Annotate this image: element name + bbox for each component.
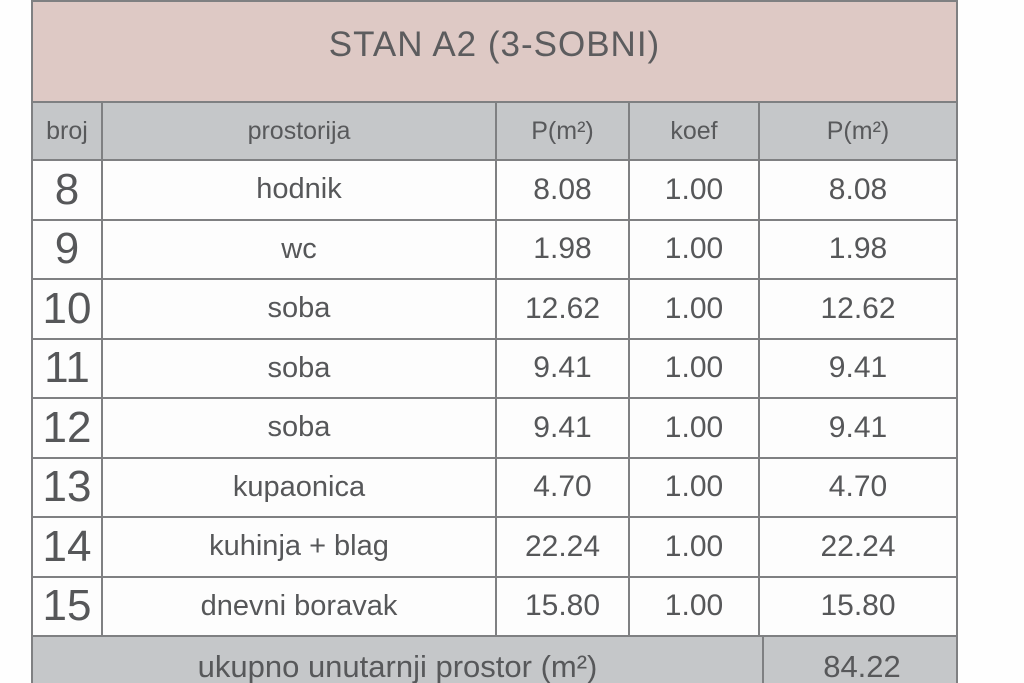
column-header-prostorija: prostorija — [101, 103, 495, 159]
cell-room: soba — [101, 339, 495, 397]
cell-area: 12.62 — [495, 280, 628, 338]
table-header-row: broj prostorija P(m²) koef P(m²) — [33, 103, 956, 161]
cell-number: 13 — [42, 462, 92, 512]
cell-area: 1.98 — [495, 220, 628, 278]
cell-koef: 1.00 — [628, 339, 758, 397]
column-header-broj: broj — [46, 116, 88, 145]
cell-area-koef: 9.41 — [758, 339, 956, 397]
cell-area: 15.80 — [495, 577, 628, 635]
cell-area: 8.08 — [495, 161, 628, 219]
cell-room: hodnik — [101, 161, 495, 219]
table-row: 8 hodnik 8.08 1.00 8.08 — [33, 161, 956, 221]
table-row: 12 soba 9.41 1.00 9.41 — [33, 399, 956, 459]
cell-area-koef: 22.24 — [758, 518, 956, 576]
table-title: STAN A2 (3-SOBNI) — [33, 2, 956, 103]
cell-koef: 1.00 — [628, 577, 758, 635]
cell-koef: 1.00 — [628, 220, 758, 278]
cell-area-koef: 1.98 — [758, 220, 956, 278]
cell-room: kupaonica — [101, 458, 495, 516]
cell-number: 15 — [42, 581, 92, 631]
cell-number: 9 — [54, 224, 80, 274]
cell-number: 12 — [42, 402, 92, 452]
cell-koef: 1.00 — [628, 161, 758, 219]
cell-koef: 1.00 — [628, 280, 758, 338]
apartment-area-table: STAN A2 (3-SOBNI) broj prostorija P(m²) … — [31, 0, 958, 683]
cell-koef: 1.00 — [628, 518, 758, 576]
table-row: 11 soba 9.41 1.00 9.41 — [33, 339, 956, 399]
table-row: 10 soba 12.62 1.00 12.62 — [33, 280, 956, 340]
cell-area: 9.41 — [495, 399, 628, 457]
cell-koef: 1.00 — [628, 458, 758, 516]
cell-area-koef: 8.08 — [758, 161, 956, 219]
cell-area-koef: 15.80 — [758, 577, 956, 635]
table-row: 14 kuhinja + blag 22.24 1.00 22.24 — [33, 518, 956, 578]
cell-koef: 1.00 — [628, 399, 758, 457]
table-row: 9 wc 1.98 1.00 1.98 — [33, 220, 956, 280]
cell-room: kuhinja + blag — [101, 518, 495, 576]
cell-room: soba — [101, 280, 495, 338]
cell-room: dnevni boravak — [101, 577, 495, 635]
cell-number: 8 — [54, 164, 80, 214]
cell-area: 22.24 — [495, 518, 628, 576]
cell-area: 9.41 — [495, 339, 628, 397]
cell-number: 11 — [44, 343, 90, 393]
cell-area-koef: 12.62 — [758, 280, 956, 338]
column-header-area: P(m²) — [495, 103, 628, 159]
column-header-area-koef: P(m²) — [758, 103, 956, 159]
footer-total-value: 84.22 — [762, 637, 960, 683]
cell-room: wc — [101, 220, 495, 278]
cell-number: 10 — [42, 283, 92, 333]
cell-area-koef: 9.41 — [758, 399, 956, 457]
table-row: 15 dnevni boravak 15.80 1.00 15.80 — [33, 577, 956, 637]
cell-room: soba — [101, 399, 495, 457]
table-footer-row: ukupno unutarnji prostor (m²) 84.22 — [33, 637, 956, 683]
cell-number: 14 — [42, 521, 92, 571]
cell-area: 4.70 — [495, 458, 628, 516]
column-header-koef: koef — [628, 103, 758, 159]
footer-total-label: ukupno unutarnji prostor (m²) — [197, 649, 598, 683]
table-row: 13 kupaonica 4.70 1.00 4.70 — [33, 458, 956, 518]
cell-area-koef: 4.70 — [758, 458, 956, 516]
